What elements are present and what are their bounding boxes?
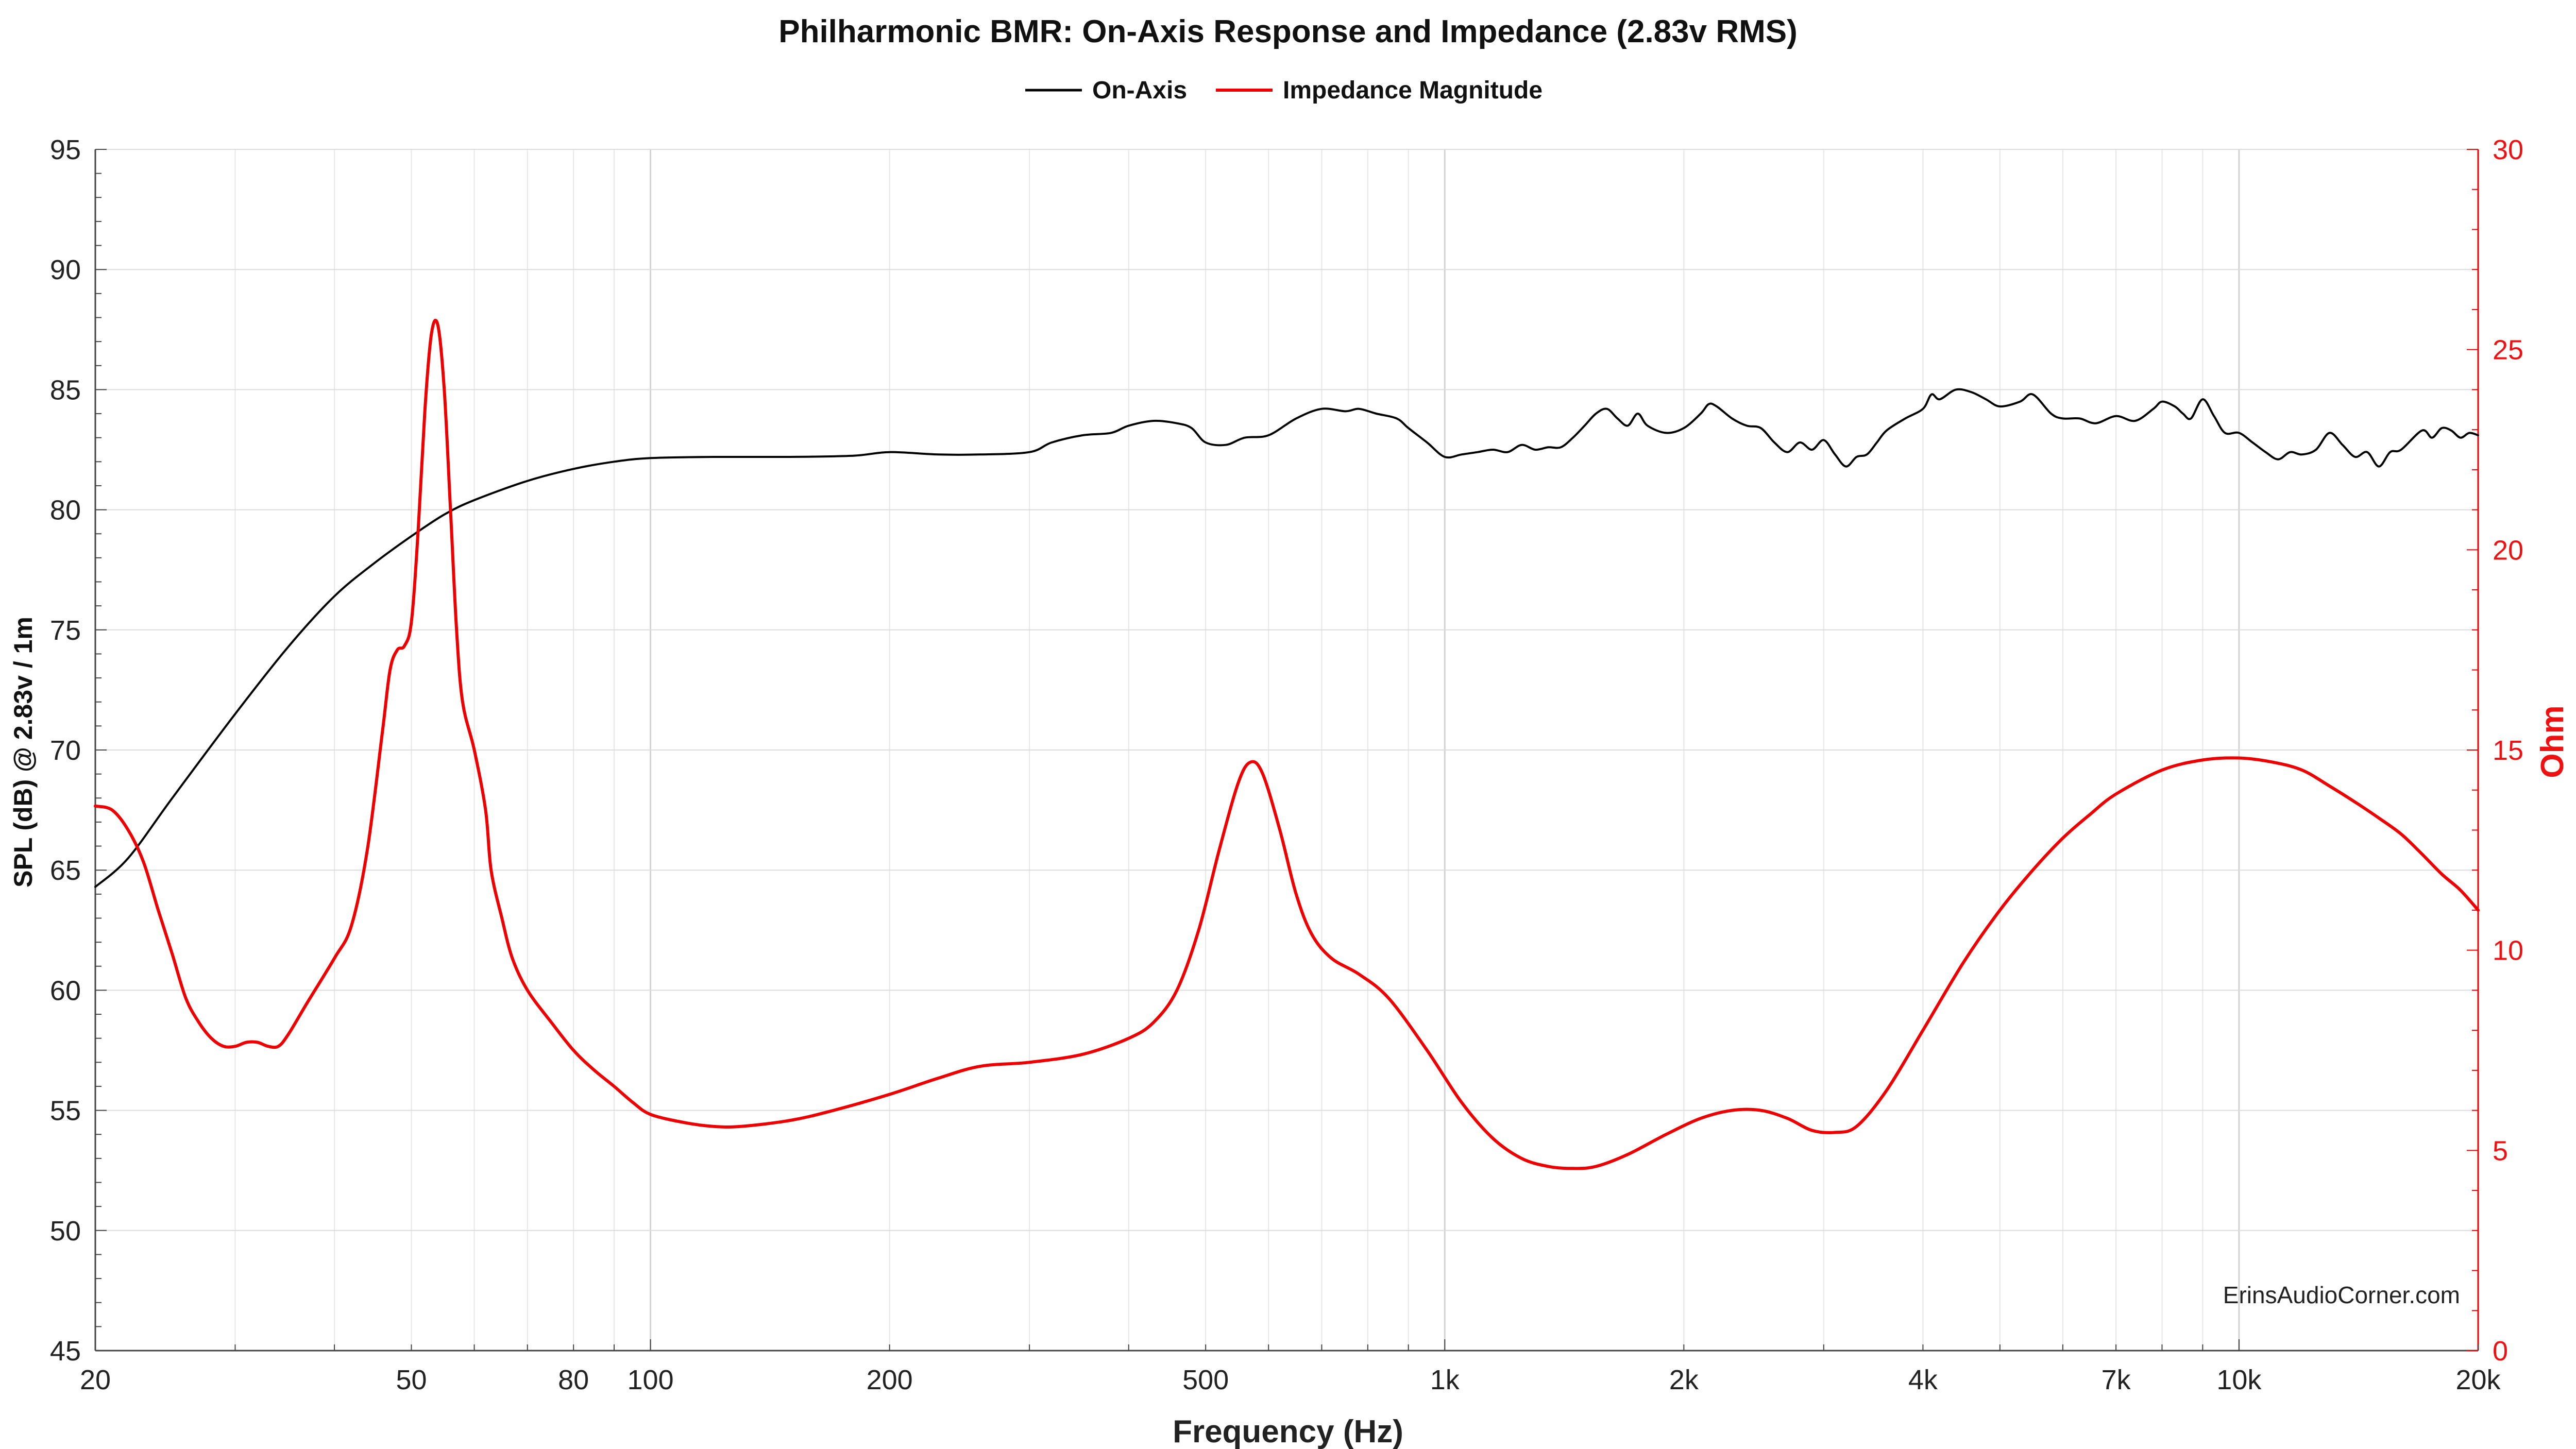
y-tick-label-left: 60 (50, 975, 81, 1006)
y-tick-label-left: 45 (50, 1336, 81, 1367)
grid (95, 149, 2479, 1351)
watermark: ErinsAudioCorner.com (2223, 1282, 2460, 1308)
legend-label-on-axis: On-Axis (1092, 77, 1187, 104)
y-tick-label-left: 75 (50, 615, 81, 646)
legend: On-Axis Impedance Magnitude (1025, 77, 1543, 104)
legend-label-impedance: Impedance Magnitude (1283, 77, 1543, 104)
y-tick-label-right: 25 (2493, 335, 2523, 366)
series-layer (94, 318, 2480, 1170)
y-tick-label-left: 90 (50, 254, 81, 285)
x-tick-label: 80 (558, 1365, 589, 1395)
y-axis-label-right: Ohm (2535, 705, 2570, 778)
y-tick-label-right: 5 (2493, 1135, 2508, 1166)
y-axis-label-left: SPL (dB) @ 2.83v / 1m (9, 617, 38, 888)
y-tick-label-left: 95 (50, 134, 81, 165)
y-tick-label-left: 80 (50, 495, 81, 526)
y-tick-label-right: 15 (2493, 735, 2523, 766)
x-tick-label: 20 (80, 1365, 111, 1395)
y-tick-label-right: 30 (2493, 134, 2523, 165)
x-tick-label: 500 (1182, 1365, 1229, 1395)
y-tick-label-right: 20 (2493, 535, 2523, 566)
x-tick-label: 50 (396, 1365, 427, 1395)
x-tick-label: 20k (2455, 1365, 2501, 1395)
y-tick-label-left: 70 (50, 735, 81, 766)
y-tick-label-left: 50 (50, 1216, 81, 1247)
y-tick-label-right: 10 (2493, 935, 2523, 966)
y-tick-label-right: 0 (2493, 1336, 2508, 1367)
x-tick-label: 2k (1669, 1365, 1699, 1395)
x-axis-label: Frequency (Hz) (1173, 1414, 1403, 1449)
y-tick-label-left: 55 (50, 1096, 81, 1127)
x-tick-label: 1k (1430, 1365, 1460, 1395)
x-tick-label: 100 (628, 1365, 674, 1395)
x-tick-label: 4k (1908, 1365, 1938, 1395)
x-tick-label: 7k (2102, 1365, 2131, 1395)
x-tick-label: 200 (867, 1365, 913, 1395)
series-line-impedance (94, 318, 2480, 1170)
y-tick-label-left: 65 (50, 855, 81, 886)
y-tick-label-left: 85 (50, 374, 81, 405)
chart-title: Philharmonic BMR: On-Axis Response and I… (778, 14, 1798, 49)
series-line-on-axis (94, 388, 2479, 888)
x-tick-label: 10k (2216, 1365, 2262, 1395)
